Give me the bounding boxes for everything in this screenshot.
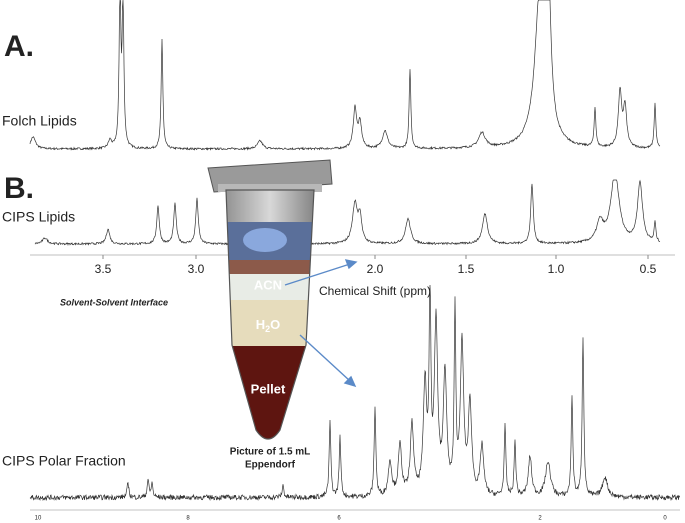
arrows xyxy=(284,259,358,388)
tick-label: 8 xyxy=(186,516,190,522)
tube xyxy=(207,159,333,440)
panel-label: A. xyxy=(4,30,34,63)
tick-label: 1.0 xyxy=(548,262,565,276)
layer-label: Pellet xyxy=(251,381,286,396)
spectrum-label: CIPS Polar Fraction xyxy=(2,453,126,469)
tick-label: 6 xyxy=(337,516,341,522)
panel-label: B. xyxy=(4,172,34,205)
tick-label: 10 xyxy=(35,516,42,522)
text: 2 xyxy=(265,324,270,334)
spectrum xyxy=(34,179,661,246)
caption: Eppendorf xyxy=(245,460,296,471)
axis-ticks: 3.53.02.52.01.51.00.5 xyxy=(95,255,657,276)
spectra xyxy=(29,0,681,502)
tick-label: 3.5 xyxy=(95,262,112,276)
tick-label: 0 xyxy=(663,516,667,522)
interface-label: Solvent-Solvent Interface xyxy=(60,297,168,307)
spectrum-label: Folch Lipids xyxy=(2,113,77,129)
tick-label: 0.5 xyxy=(640,262,657,276)
tick-label: 3.0 xyxy=(188,262,205,276)
spectrum xyxy=(29,0,661,151)
layer-label: ACN xyxy=(254,277,282,292)
spectrum xyxy=(29,284,681,502)
text: H xyxy=(256,317,265,332)
axis-ticks: 10 8 6 2 0 xyxy=(35,516,668,522)
axis-title: Chemical Shift (ppm) xyxy=(319,284,431,298)
text: O xyxy=(270,317,280,332)
layer-label: H2O xyxy=(256,317,281,334)
tick-label: 2 xyxy=(538,516,542,522)
tick-label: 1.5 xyxy=(458,262,475,276)
tick-label: 2.0 xyxy=(367,262,384,276)
spectrum-label: CIPS Lipids xyxy=(2,209,75,225)
caption: Picture of 1.5 mL xyxy=(230,447,311,458)
